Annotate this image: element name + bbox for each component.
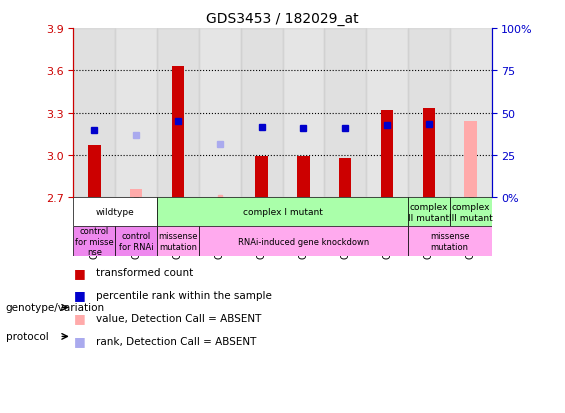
Text: control
for RNAi: control for RNAi (119, 232, 154, 251)
Text: genotype/variation: genotype/variation (6, 303, 105, 313)
Text: control
for misse
nse: control for misse nse (75, 227, 114, 256)
Text: GDS3453 / 182029_at: GDS3453 / 182029_at (206, 12, 359, 26)
Bar (324, 29, 366, 198)
Bar (115, 29, 157, 198)
Bar (88, 146, 101, 198)
Bar (199, 29, 241, 198)
Bar (381, 111, 393, 198)
Bar (339, 158, 351, 198)
Bar (297, 157, 310, 198)
Bar (282, 29, 324, 198)
Bar (157, 29, 199, 198)
FancyBboxPatch shape (73, 198, 157, 227)
Bar (157, 29, 199, 198)
Bar (408, 29, 450, 198)
Bar (199, 29, 241, 198)
Text: complex
III mutant: complex III mutant (449, 203, 493, 222)
Text: RNAi-induced gene knockdown: RNAi-induced gene knockdown (238, 237, 369, 246)
FancyBboxPatch shape (157, 198, 408, 227)
Bar (172, 67, 184, 198)
Bar (73, 29, 115, 198)
FancyBboxPatch shape (450, 198, 492, 227)
Bar (73, 29, 115, 198)
Text: ■: ■ (73, 266, 85, 279)
Text: value, Detection Call = ABSENT: value, Detection Call = ABSENT (96, 313, 262, 323)
FancyBboxPatch shape (408, 227, 492, 256)
Text: ■: ■ (73, 334, 85, 347)
Bar (255, 157, 268, 198)
Text: percentile rank within the sample: percentile rank within the sample (96, 290, 272, 300)
Text: ■: ■ (73, 311, 85, 325)
FancyBboxPatch shape (408, 198, 450, 227)
Bar (450, 29, 492, 198)
Text: complex
II mutant: complex II mutant (408, 203, 449, 222)
FancyBboxPatch shape (115, 227, 157, 256)
Bar (282, 29, 324, 198)
FancyBboxPatch shape (199, 227, 408, 256)
Bar (241, 29, 282, 198)
Bar (450, 29, 492, 198)
Bar (366, 29, 408, 198)
FancyBboxPatch shape (157, 227, 199, 256)
Text: missense
mutation: missense mutation (430, 232, 470, 251)
Text: complex I mutant: complex I mutant (242, 208, 323, 217)
Bar (408, 29, 450, 198)
Text: ■: ■ (73, 289, 85, 302)
Bar (324, 29, 366, 198)
Bar (130, 189, 142, 198)
Bar (464, 122, 477, 198)
Bar (241, 29, 282, 198)
Text: rank, Detection Call = ABSENT: rank, Detection Call = ABSENT (96, 336, 257, 346)
Bar (366, 29, 408, 198)
Bar (423, 109, 435, 198)
FancyBboxPatch shape (73, 227, 115, 256)
Text: protocol: protocol (6, 332, 49, 342)
Text: transformed count: transformed count (96, 268, 193, 278)
Bar (115, 29, 157, 198)
Text: wildtype: wildtype (96, 208, 134, 217)
Text: missense
mutation: missense mutation (158, 232, 198, 251)
